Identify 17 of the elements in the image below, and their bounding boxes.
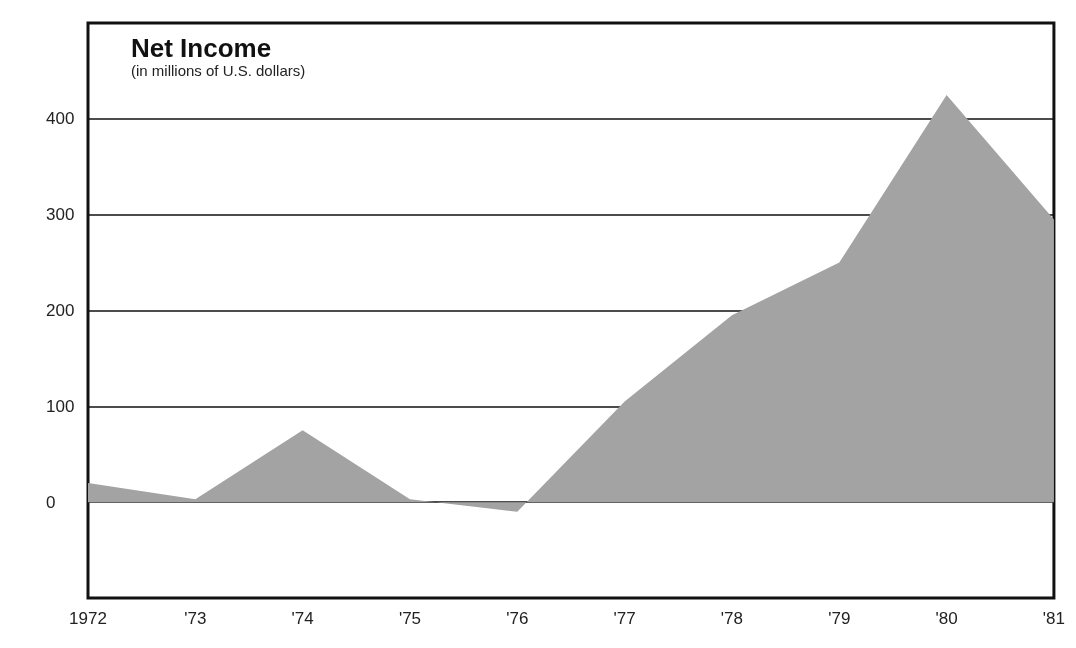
y-tick-label: 100 <box>46 396 75 416</box>
y-tick-label: 0 <box>46 492 56 512</box>
y-tick-label: 400 <box>46 109 75 129</box>
x-tick-label: '81 <box>1042 609 1065 628</box>
x-tick-label: 1972 <box>69 609 107 628</box>
chart-title: Net Income <box>131 33 272 63</box>
x-tick-label: '76 <box>506 609 529 628</box>
x-tick-label: '77 <box>613 609 636 628</box>
x-tick-label: '74 <box>291 609 314 628</box>
x-tick-label: '79 <box>828 609 851 628</box>
y-tick-label: 300 <box>46 205 75 225</box>
x-tick-label: '78 <box>720 609 744 628</box>
x-tick-label: '75 <box>398 609 422 628</box>
text: (in millions of U.S. dollars) <box>131 62 306 79</box>
x-tick-label: '80 <box>935 609 958 628</box>
y-tick-label: 200 <box>46 301 75 320</box>
x-tick-label: '73 <box>184 609 207 628</box>
